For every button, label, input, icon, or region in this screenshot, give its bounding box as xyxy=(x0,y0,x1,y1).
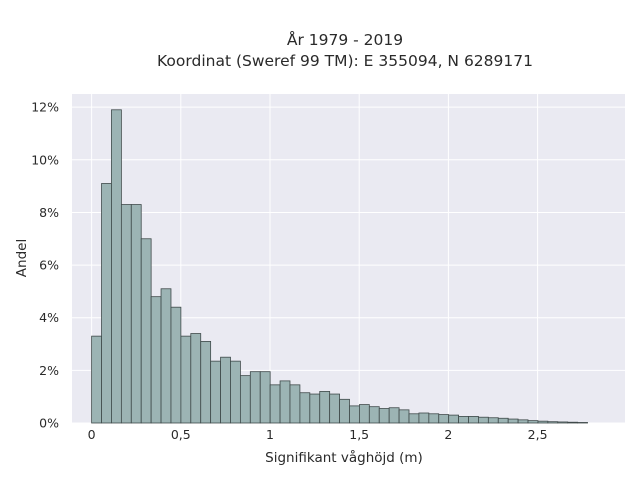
histogram-bar xyxy=(140,238,152,424)
y-tick-label: 0% xyxy=(39,416,59,431)
histogram-bar xyxy=(120,204,132,424)
histogram-bar xyxy=(368,406,380,424)
histogram-bar xyxy=(497,417,509,424)
histogram-bar xyxy=(210,360,221,424)
y-tick-label: 8% xyxy=(39,205,59,220)
histogram-bar xyxy=(160,288,172,424)
histogram-bar xyxy=(170,306,182,424)
histogram-bar xyxy=(468,416,479,424)
histogram-bar xyxy=(517,419,529,424)
histogram-bar xyxy=(91,335,102,424)
histogram-bar xyxy=(359,404,370,424)
x-tick-label: 2,5 xyxy=(528,427,548,442)
x-tick-label: 1 xyxy=(266,427,274,442)
histogram-bar xyxy=(111,109,122,424)
histogram-bar xyxy=(418,412,430,424)
histogram-bar xyxy=(319,391,331,424)
y-tick-label: 2% xyxy=(39,363,59,378)
histogram-bar xyxy=(458,416,469,424)
histogram-bar xyxy=(547,421,559,424)
y-tick-label: 4% xyxy=(39,310,59,325)
histogram-bar xyxy=(507,418,519,424)
histogram-bar xyxy=(408,413,420,424)
histogram-bar xyxy=(388,407,400,424)
x-axis-label: Signifikant våghöjd (m) xyxy=(265,449,423,466)
histogram-bar xyxy=(200,341,212,424)
y-tick-label: 12% xyxy=(31,100,59,115)
histogram-bar xyxy=(329,393,340,424)
histogram-bar xyxy=(259,371,271,424)
histogram-bar xyxy=(527,420,539,424)
x-tick-label: 2 xyxy=(444,427,452,442)
histogram-bar xyxy=(299,392,311,424)
histogram-bar xyxy=(438,414,450,424)
histogram-bar xyxy=(349,405,360,424)
y-axis-label: Andel xyxy=(14,239,30,277)
histogram-bar xyxy=(378,408,390,424)
bars xyxy=(91,109,588,424)
x-tick-label: 0 xyxy=(88,427,96,442)
y-tick-label: 10% xyxy=(31,152,59,167)
histogram-bar xyxy=(398,409,410,424)
histogram-bar xyxy=(557,421,569,424)
histogram-bar xyxy=(130,204,142,424)
histogram-bar xyxy=(279,380,291,424)
histogram-bar xyxy=(487,417,499,424)
histogram-bar xyxy=(309,393,321,424)
histogram-bar xyxy=(249,371,261,424)
chart-title-line1: År 1979 - 2019 xyxy=(287,30,403,49)
x-axis-ticks: 0 0,5 1 1,5 2 2,5 xyxy=(88,427,548,442)
histogram-bar xyxy=(478,416,489,424)
histogram-bar xyxy=(150,296,162,424)
histogram-bar xyxy=(190,333,202,424)
histogram-bar xyxy=(537,420,549,424)
histogram-bar xyxy=(269,384,281,424)
chart-title-line2: Koordinat (Sweref 99 TM): E 355094, N 62… xyxy=(157,52,533,70)
histogram-bar xyxy=(101,183,112,424)
histogram-bar xyxy=(339,398,350,424)
histogram-bar xyxy=(180,335,192,424)
x-tick-label: 1,5 xyxy=(349,427,369,442)
histogram-bar xyxy=(448,414,460,424)
histogram-bar xyxy=(220,356,231,424)
histogram-bar xyxy=(239,375,251,424)
y-axis-ticks: 0% 2% 4% 6% 8% 10% 12% xyxy=(31,100,59,431)
histogram-bar xyxy=(567,421,579,424)
histogram-bar xyxy=(428,413,440,424)
histogram-bar xyxy=(577,422,588,424)
histogram-bar xyxy=(230,360,241,424)
x-tick-label: 0,5 xyxy=(171,427,191,442)
histogram-bar xyxy=(289,384,301,424)
y-tick-label: 6% xyxy=(39,258,59,273)
